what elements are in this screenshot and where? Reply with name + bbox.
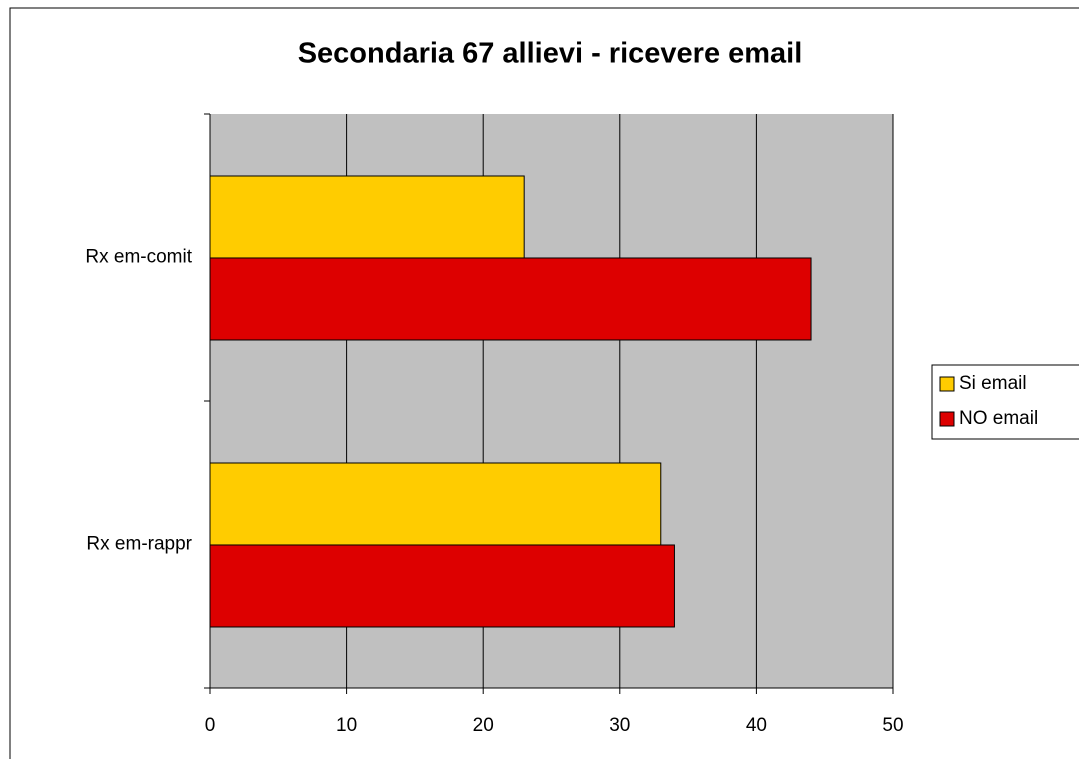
bar xyxy=(209,175,525,259)
legend-swatch xyxy=(939,411,955,427)
legend-box xyxy=(931,364,1079,440)
x-tick-label: 30 xyxy=(609,715,630,736)
legend-label: NO email xyxy=(959,408,1038,429)
x-tick-label: 0 xyxy=(205,715,216,736)
bar xyxy=(209,544,675,628)
legend-label: Si email xyxy=(959,373,1027,394)
x-tick-label: 10 xyxy=(336,715,357,736)
x-tick-label: 20 xyxy=(473,715,494,736)
x-tick-label: 40 xyxy=(746,715,767,736)
bar xyxy=(209,257,812,341)
chart-title: Secondaria 67 allievi - ricevere email xyxy=(298,38,803,70)
y-tick-label: Rx em-comit xyxy=(85,247,192,268)
y-tick-label: Rx em-rappr xyxy=(86,534,192,555)
x-tick-label: 50 xyxy=(882,715,903,736)
legend-swatch xyxy=(939,376,955,392)
bar xyxy=(209,462,662,546)
